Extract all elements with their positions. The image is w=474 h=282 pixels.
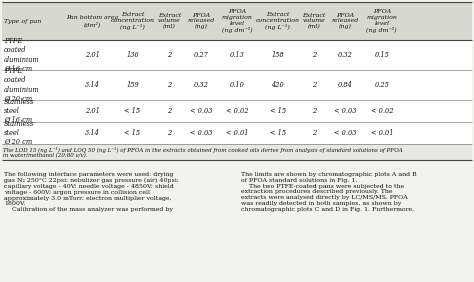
Bar <box>2 40 472 70</box>
Text: < 0.03: < 0.03 <box>190 107 212 115</box>
Text: < 15: < 15 <box>270 129 286 137</box>
Text: 0.13: 0.13 <box>229 51 245 59</box>
Text: Extract
concentration
(ng L⁻¹): Extract concentration (ng L⁻¹) <box>256 12 300 30</box>
Text: in water/methanol (20:80 v/v).: in water/methanol (20:80 v/v). <box>3 153 88 158</box>
Text: 0.32: 0.32 <box>338 51 353 59</box>
Text: 420: 420 <box>272 81 284 89</box>
Text: < 15: < 15 <box>124 129 140 137</box>
Text: Pan bottom area
(dm²): Pan bottom area (dm²) <box>66 15 118 27</box>
Text: 0.27: 0.27 <box>193 51 208 59</box>
Text: < 15: < 15 <box>124 107 140 115</box>
Text: The following interface parameters were used: drying
gas N₂ 250°C 22psi; nebuliz: The following interface parameters were … <box>4 172 179 212</box>
Text: 2: 2 <box>312 51 316 59</box>
Bar <box>2 2 472 40</box>
Text: Stainless
steel
Ø 20 cm: Stainless steel Ø 20 cm <box>4 120 34 146</box>
Text: PTFE
coated
aluminium
Ø 20 cm: PTFE coated aluminium Ø 20 cm <box>4 67 40 103</box>
Bar <box>2 70 472 100</box>
Text: Extract
volume
(ml): Extract volume (ml) <box>302 13 326 29</box>
Text: PFOA
released
(ng): PFOA released (ng) <box>332 12 359 29</box>
Text: 0.15: 0.15 <box>374 51 389 59</box>
Text: 3.14: 3.14 <box>85 81 100 89</box>
Text: < 0.03: < 0.03 <box>334 129 357 137</box>
Text: 2: 2 <box>312 81 316 89</box>
Text: 0.25: 0.25 <box>374 81 389 89</box>
Text: Type of pan: Type of pan <box>4 19 41 23</box>
Text: < 0.03: < 0.03 <box>190 129 212 137</box>
Text: 0.10: 0.10 <box>229 81 245 89</box>
Text: < 0.02: < 0.02 <box>226 107 248 115</box>
Text: 2: 2 <box>312 129 316 137</box>
Text: The limits are shown by chromatographic plots A and B
of PFOA standard solutions: The limits are shown by chromatographic … <box>241 172 417 212</box>
Bar <box>2 168 472 282</box>
Text: 2: 2 <box>167 129 172 137</box>
Text: < 0.01: < 0.01 <box>226 129 248 137</box>
Text: 2.01: 2.01 <box>85 107 100 115</box>
Bar <box>2 144 472 160</box>
Bar <box>2 100 472 122</box>
Text: PFOA
released
(ng): PFOA released (ng) <box>187 12 214 29</box>
Text: PFOA
migration
level
(ng dm⁻²): PFOA migration level (ng dm⁻²) <box>366 9 397 33</box>
Text: PTFE
coated
aluminium
Ø 16 cm: PTFE coated aluminium Ø 16 cm <box>4 37 40 73</box>
Text: 2: 2 <box>167 51 172 59</box>
Text: 2: 2 <box>167 81 172 89</box>
Text: Extract
volume
(ml): Extract volume (ml) <box>158 13 181 29</box>
Text: 2: 2 <box>167 107 172 115</box>
Text: 159: 159 <box>126 81 139 89</box>
Text: The LOD 15 (ng L⁻¹) and LOQ 50 (ng L⁻¹) of PFOA in the extracts obtained from co: The LOD 15 (ng L⁻¹) and LOQ 50 (ng L⁻¹) … <box>3 147 403 153</box>
Text: 0.84: 0.84 <box>338 81 353 89</box>
Text: 3.14: 3.14 <box>85 129 100 137</box>
Text: Extract
concentration
(ng L⁻¹): Extract concentration (ng L⁻¹) <box>110 12 155 30</box>
Text: Stainless
steel
Ø 16 cm: Stainless steel Ø 16 cm <box>4 98 34 124</box>
Text: PFOA
migration
level
(ng dm⁻²): PFOA migration level (ng dm⁻²) <box>221 9 253 33</box>
Text: 2: 2 <box>312 107 316 115</box>
Bar <box>2 122 472 144</box>
Text: 2.01: 2.01 <box>85 51 100 59</box>
Text: < 0.01: < 0.01 <box>371 129 393 137</box>
Text: < 0.02: < 0.02 <box>371 107 393 115</box>
Text: 158: 158 <box>272 51 284 59</box>
Text: < 15: < 15 <box>270 107 286 115</box>
Text: < 0.03: < 0.03 <box>334 107 357 115</box>
Text: 136: 136 <box>126 51 139 59</box>
Text: 0.32: 0.32 <box>193 81 208 89</box>
